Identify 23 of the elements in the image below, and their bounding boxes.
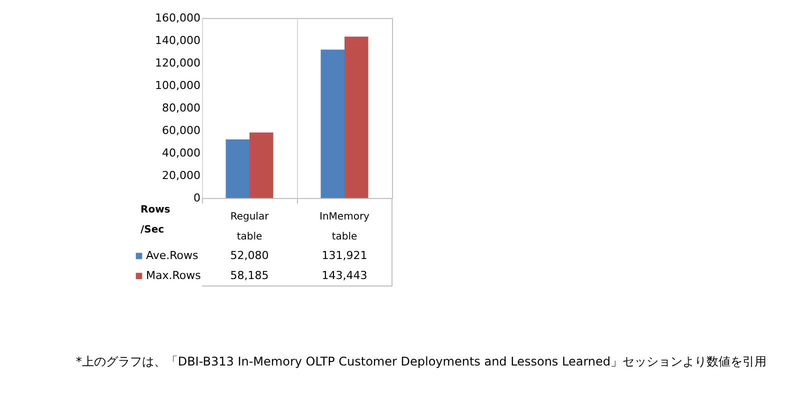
y-axis-title: Rows /Sec <box>140 204 170 236</box>
data-label: 143,443 <box>322 269 368 282</box>
x-tick-label: InMemory table <box>320 212 370 242</box>
y-tick-label: 160,000 <box>155 12 200 24</box>
bar <box>250 132 274 198</box>
y-tick-label: 80,000 <box>162 102 200 114</box>
x-tick-label: Regular table <box>230 212 270 242</box>
text: *上のグラフは、「DBI-B313 In-Memory OLTP Customer Deployments and Lessons Learned」セッションより数値を引用 <box>76 354 767 368</box>
y-tick-label: 60,000 <box>162 124 200 137</box>
bar <box>226 139 250 198</box>
y-tick-label: 100,000 <box>155 79 200 92</box>
y-tick-label: 40,000 <box>162 146 200 160</box>
y-tick-label: 20,000 <box>162 169 200 182</box>
data-label: 131,921 <box>322 249 368 262</box>
bar <box>320 50 344 198</box>
y-tick-label: 0 <box>194 192 200 204</box>
legend-label: Ave.Rows <box>146 249 199 262</box>
legend-label: Max.Rows <box>146 269 202 282</box>
bar <box>344 36 368 198</box>
y-tick-label: 120,000 <box>155 56 200 70</box>
data-label: 52,080 <box>230 249 269 262</box>
y-tick-label: 140,000 <box>155 34 200 47</box>
data-label: 58,185 <box>230 269 269 282</box>
